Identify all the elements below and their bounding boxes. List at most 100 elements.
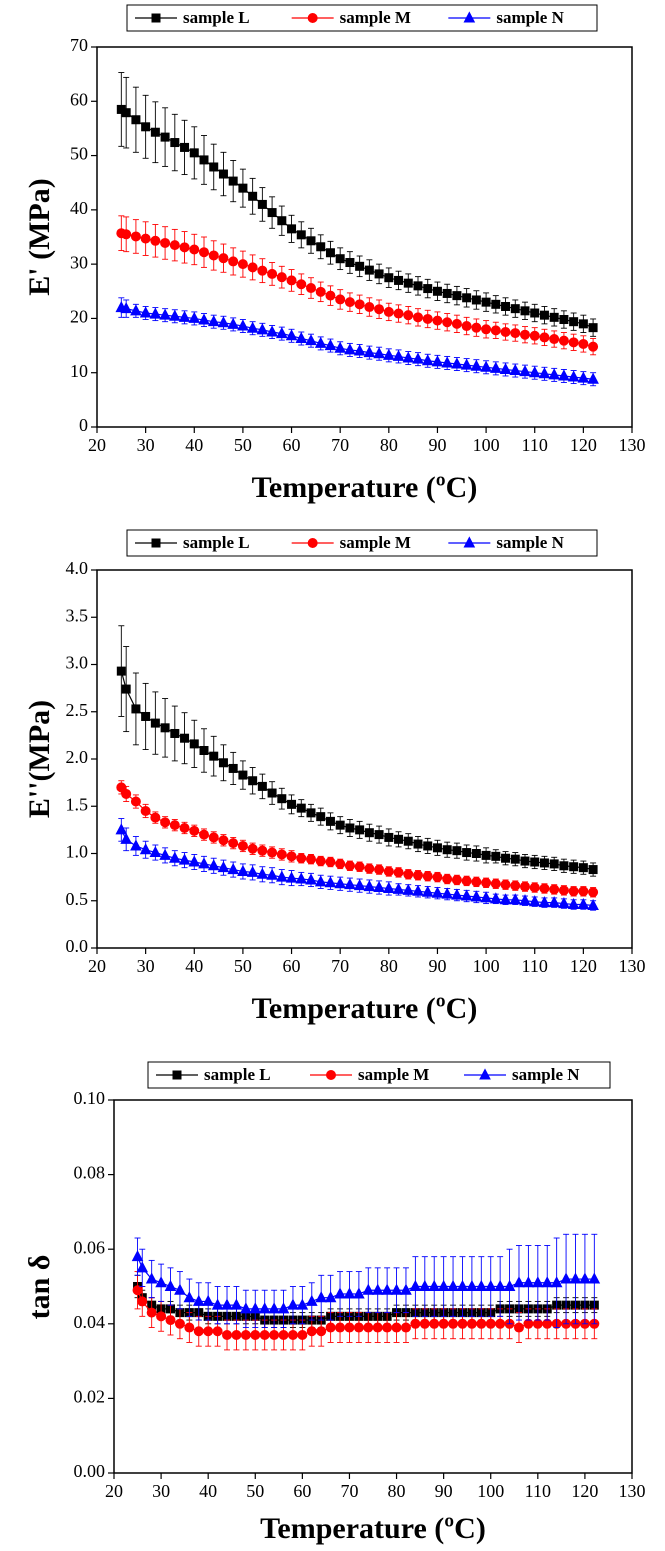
marker: [578, 319, 588, 329]
marker: [500, 879, 511, 890]
marker: [246, 321, 259, 333]
marker: [513, 1276, 525, 1288]
marker: [150, 718, 160, 728]
y-tick-label: 30: [70, 252, 88, 272]
marker: [170, 728, 180, 738]
y-tick-label: 0.5: [66, 889, 89, 909]
marker: [559, 315, 569, 325]
marker: [382, 348, 395, 360]
y-axis-label: E' (MPa): [23, 178, 56, 295]
marker: [211, 1298, 224, 1310]
marker: [218, 169, 228, 179]
marker: [137, 1296, 148, 1307]
marker: [306, 283, 316, 294]
marker: [520, 856, 530, 866]
y-tick-label: 0.08: [74, 1163, 106, 1183]
marker: [189, 244, 200, 255]
legend-label: sample L: [204, 1065, 271, 1084]
marker: [475, 1279, 488, 1291]
marker: [530, 308, 540, 318]
marker: [423, 841, 433, 851]
marker: [442, 845, 452, 855]
series: [115, 297, 599, 387]
y-tick-label: 50: [70, 144, 88, 164]
marker: [238, 183, 248, 193]
marker: [344, 860, 355, 871]
marker: [364, 265, 374, 275]
marker: [315, 856, 326, 867]
x-tick-label: 30: [137, 435, 155, 455]
marker: [392, 882, 405, 894]
y-tick-label: 40: [70, 198, 88, 218]
x-tick-label: 20: [88, 956, 106, 976]
marker: [267, 788, 277, 798]
marker: [451, 318, 462, 329]
marker: [403, 310, 414, 321]
y-tick-label: 1.5: [66, 794, 89, 814]
x-tick-label: 90: [428, 956, 446, 976]
y-tick-label: 20: [70, 307, 88, 327]
marker: [558, 335, 569, 346]
marker: [240, 1302, 252, 1314]
marker: [422, 313, 433, 324]
marker: [442, 874, 453, 885]
marker: [403, 836, 413, 846]
marker: [121, 788, 132, 799]
y-tick-label: 60: [70, 89, 88, 109]
marker: [169, 820, 180, 831]
marker: [237, 840, 248, 851]
marker: [287, 1329, 298, 1340]
marker: [324, 1291, 337, 1303]
marker: [568, 886, 579, 897]
chart: 20 30 40 50 60 70 80 90 100 110 120 130 0 10 20 30 40 50 6…: [23, 4, 646, 504]
marker: [353, 1322, 364, 1333]
marker: [188, 855, 201, 867]
marker: [481, 850, 491, 860]
marker: [466, 1318, 477, 1329]
marker: [314, 336, 327, 348]
marker: [481, 324, 492, 335]
x-tick-label: 60: [283, 435, 301, 455]
marker: [130, 231, 141, 242]
marker: [452, 846, 462, 856]
marker: [307, 538, 318, 548]
marker: [325, 1322, 336, 1333]
chart: 20 30 40 50 60 70 80 90 100 110 120 130 0.00 0.02 0.04…: [23, 1061, 646, 1545]
marker: [489, 892, 502, 904]
marker: [248, 191, 258, 201]
marker: [432, 315, 443, 326]
marker: [394, 834, 404, 844]
marker: [588, 865, 598, 875]
marker: [448, 1318, 459, 1329]
marker: [237, 319, 249, 331]
legend-box: [126, 4, 598, 32]
marker: [479, 1068, 491, 1080]
marker: [538, 367, 551, 379]
marker: [354, 861, 365, 872]
marker: [382, 881, 395, 893]
x-axis-label: Temperature (ºC): [252, 992, 478, 1025]
marker: [353, 1287, 365, 1299]
marker: [287, 224, 297, 234]
marker: [374, 830, 384, 840]
marker: [549, 312, 559, 322]
marker: [373, 880, 385, 893]
marker: [286, 851, 297, 862]
marker: [577, 897, 590, 910]
marker: [541, 1276, 554, 1288]
legend-label: sample L: [183, 533, 250, 552]
marker: [538, 896, 551, 908]
marker: [199, 247, 209, 258]
marker: [577, 371, 590, 383]
marker: [457, 1318, 468, 1329]
marker: [199, 745, 209, 755]
marker: [355, 261, 365, 271]
marker: [354, 299, 365, 310]
y-tick-label: 1.0: [66, 842, 89, 862]
x-tick-label: 20: [88, 435, 106, 455]
marker: [520, 881, 530, 892]
x-tick-label: 110: [522, 956, 548, 976]
marker: [209, 751, 219, 761]
marker: [374, 864, 385, 875]
marker: [170, 138, 180, 148]
